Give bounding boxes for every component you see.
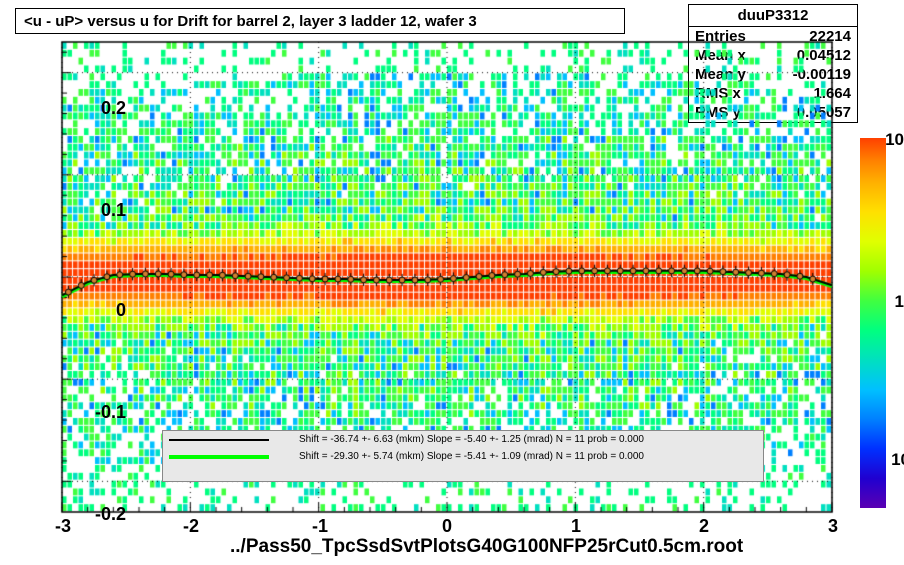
colorbar-label: 10: [885, 130, 904, 150]
ytick-label: 0.2: [76, 98, 126, 119]
xtick-label: 0: [442, 516, 452, 537]
legend-text-1: Shift = -36.74 +- 6.63 (mkm) Slope = -5.…: [299, 434, 644, 445]
xtick-label: -3: [55, 516, 71, 537]
ytick-label: 0.1: [76, 200, 126, 221]
legend-swatch-green: [169, 455, 269, 459]
xtick-label: 2: [699, 516, 709, 537]
colorbar-label: 10: [891, 450, 904, 470]
xtick-label: 1: [571, 516, 581, 537]
xtick-label: -1: [312, 516, 328, 537]
caption: ../Pass50_TpcSsdSvtPlotsG40G100NFP25rCut…: [230, 536, 743, 558]
legend-row-1: Shift = -36.74 +- 6.63 (mkm) Slope = -5.…: [163, 431, 763, 448]
xtick-label: 3: [828, 516, 838, 537]
ytick-label: 0: [76, 300, 126, 321]
colorbar: [860, 138, 886, 508]
fit-legend: Shift = -36.74 +- 6.63 (mkm) Slope = -5.…: [162, 430, 764, 482]
ytick-label: -0.2: [76, 504, 126, 525]
ytick-label: -0.1: [76, 402, 126, 423]
legend-row-2: Shift = -29.30 +- 5.74 (mkm) Slope = -5.…: [163, 448, 763, 465]
colorbar-label: 1: [895, 292, 904, 312]
legend-swatch-black: [169, 439, 269, 441]
legend-text-2: Shift = -29.30 +- 5.74 (mkm) Slope = -5.…: [299, 451, 644, 462]
xtick-label: -2: [183, 516, 199, 537]
